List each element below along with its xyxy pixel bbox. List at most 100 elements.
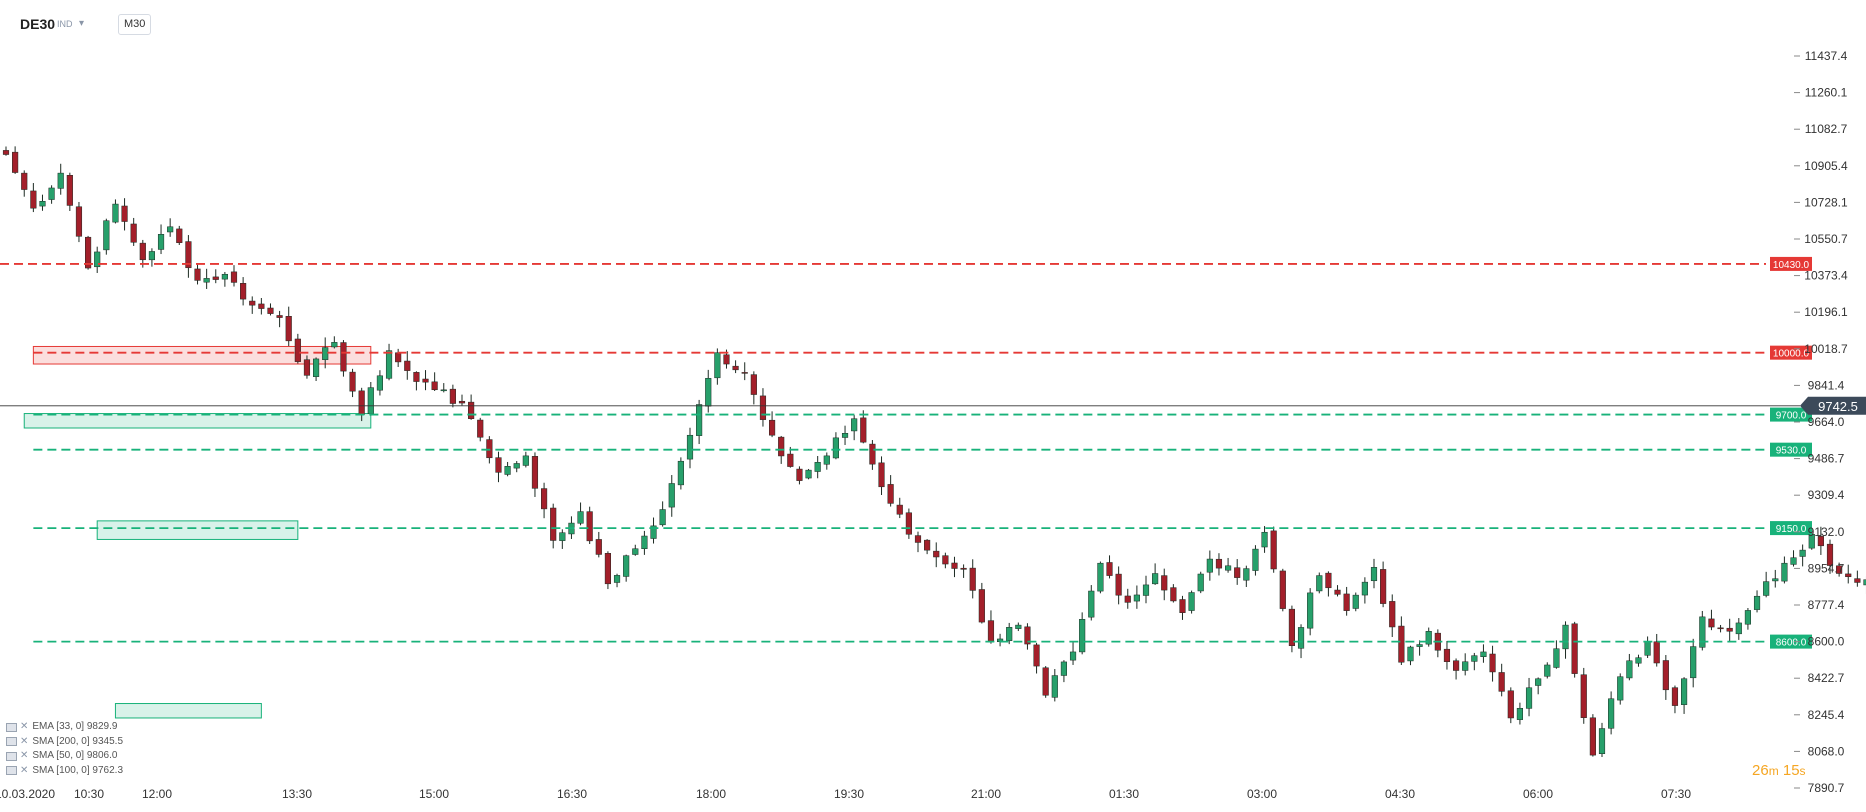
bullish-candle[interactable]	[367, 387, 374, 414]
bullish-candle[interactable]	[1799, 549, 1806, 557]
bearish-candle[interactable]	[750, 374, 757, 395]
bullish-candle[interactable]	[714, 352, 721, 379]
bearish-candle[interactable]	[1288, 608, 1295, 646]
bullish-candle[interactable]	[613, 575, 621, 583]
bullish-candle[interactable]	[1626, 660, 1633, 679]
bullish-candle[interactable]	[1252, 548, 1259, 571]
bullish-candle[interactable]	[322, 347, 329, 360]
bullish-candle[interactable]	[677, 460, 684, 486]
bullish-candle[interactable]	[57, 172, 64, 189]
bullish-candle[interactable]	[1015, 624, 1022, 629]
chevron-down-icon[interactable]: ▾	[79, 18, 85, 29]
bearish-candle[interactable]	[422, 378, 429, 383]
bullish-candle[interactable]	[1516, 707, 1523, 720]
bearish-candle[interactable]	[1443, 648, 1451, 662]
bearish-candle[interactable]	[1124, 595, 1131, 603]
bearish-candle[interactable]	[531, 456, 539, 489]
bearish-candle[interactable]	[1380, 569, 1387, 604]
bullish-candle[interactable]	[1133, 594, 1140, 602]
bearish-candle[interactable]	[1845, 573, 1852, 578]
bearish-candle[interactable]	[1662, 660, 1669, 691]
bullish-candle[interactable]	[659, 509, 666, 526]
bullish-candle[interactable]	[1735, 622, 1742, 635]
bearish-candle[interactable]	[732, 365, 739, 371]
bearish-candle[interactable]	[759, 395, 767, 420]
bullish-candle[interactable]	[1197, 573, 1204, 592]
bullish-candle[interactable]	[1088, 590, 1095, 618]
bearish-candle[interactable]	[185, 241, 192, 269]
bullish-candle[interactable]	[1535, 678, 1542, 686]
bullish-candle[interactable]	[1763, 581, 1770, 596]
bearish-candle[interactable]	[349, 371, 356, 392]
bearish-candle[interactable]	[194, 268, 201, 281]
bearish-candle[interactable]	[723, 354, 730, 365]
bullish-candle[interactable]	[1352, 594, 1359, 609]
bearish-candle[interactable]	[969, 567, 976, 591]
bearish-candle[interactable]	[1279, 570, 1286, 609]
bearish-candle[interactable]	[495, 457, 502, 473]
bullish-candle[interactable]	[167, 226, 174, 233]
bullish-candle[interactable]	[1471, 655, 1478, 662]
bearish-candle[interactable]	[12, 151, 19, 173]
bullish-candle[interactable]	[1060, 661, 1067, 676]
bullish-candle[interactable]	[650, 525, 657, 539]
bearish-candle[interactable]	[66, 174, 73, 206]
bullish-candle[interactable]	[1188, 592, 1195, 611]
bearish-candle[interactable]	[1115, 573, 1122, 596]
bearish-candle[interactable]	[1334, 589, 1341, 595]
bearish-candle[interactable]	[978, 589, 985, 623]
bullish-candle[interactable]	[696, 404, 703, 436]
bullish-candle[interactable]	[623, 555, 630, 577]
bearish-candle[interactable]	[1215, 558, 1223, 569]
bullish-candle[interactable]	[1206, 558, 1213, 573]
bullish-candle[interactable]	[1297, 627, 1305, 649]
bearish-candle[interactable]	[550, 507, 557, 541]
bearish-candle[interactable]	[30, 190, 37, 209]
bullish-candle[interactable]	[331, 342, 338, 348]
close-icon[interactable]: ✕	[20, 735, 29, 747]
bullish-candle[interactable]	[203, 278, 210, 283]
indicator-settings-icon[interactable]	[6, 737, 17, 747]
bearish-candle[interactable]	[1234, 567, 1241, 578]
bearish-candle[interactable]	[2, 150, 10, 155]
bearish-candle[interactable]	[595, 539, 602, 555]
bullish-candle[interactable]	[1772, 578, 1779, 582]
bearish-candle[interactable]	[477, 419, 484, 438]
bullish-candle[interactable]	[48, 187, 55, 200]
bearish-candle[interactable]	[933, 550, 940, 558]
bearish-candle[interactable]	[468, 401, 475, 419]
bullish-candle[interactable]	[376, 375, 383, 391]
bearish-candle[interactable]	[1343, 593, 1350, 611]
bearish-candle[interactable]	[340, 342, 347, 372]
bullish-candle[interactable]	[1006, 627, 1013, 642]
bearish-candle[interactable]	[240, 283, 247, 300]
bullish-candle[interactable]	[1635, 657, 1642, 664]
bearish-candle[interactable]	[787, 453, 794, 467]
bearish-candle[interactable]	[1826, 543, 1834, 566]
bullish-candle[interactable]	[705, 378, 712, 407]
bearish-candle[interactable]	[449, 388, 456, 404]
bullish-candle[interactable]	[1790, 557, 1797, 565]
bullish-candle[interactable]	[1370, 567, 1378, 582]
bearish-candle[interactable]	[924, 539, 931, 551]
bearish-candle[interactable]	[404, 360, 411, 371]
bearish-candle[interactable]	[75, 206, 83, 237]
bearish-candle[interactable]	[458, 400, 466, 404]
bullish-candle[interactable]	[1544, 664, 1551, 677]
bearish-candle[interactable]	[1170, 587, 1177, 602]
symbol-label[interactable]: DE30	[20, 16, 56, 32]
bullish-candle[interactable]	[1225, 565, 1232, 571]
bullish-candle[interactable]	[1753, 595, 1761, 610]
timeframe-selector[interactable]: M30	[118, 14, 152, 35]
bullish-candle[interactable]	[1617, 676, 1624, 701]
close-icon[interactable]: ✕	[20, 721, 29, 732]
bullish-candle[interactable]	[1553, 648, 1560, 668]
bearish-candle[interactable]	[303, 359, 311, 376]
bearish-candle[interactable]	[960, 567, 967, 570]
bearish-candle[interactable]	[176, 228, 183, 243]
bullish-candle[interactable]	[1407, 646, 1414, 662]
bearish-candle[interactable]	[1033, 644, 1040, 667]
bearish-candle[interactable]	[1507, 690, 1514, 719]
bearish-candle[interactable]	[1717, 627, 1724, 630]
bullish-candle[interactable]	[686, 434, 694, 460]
